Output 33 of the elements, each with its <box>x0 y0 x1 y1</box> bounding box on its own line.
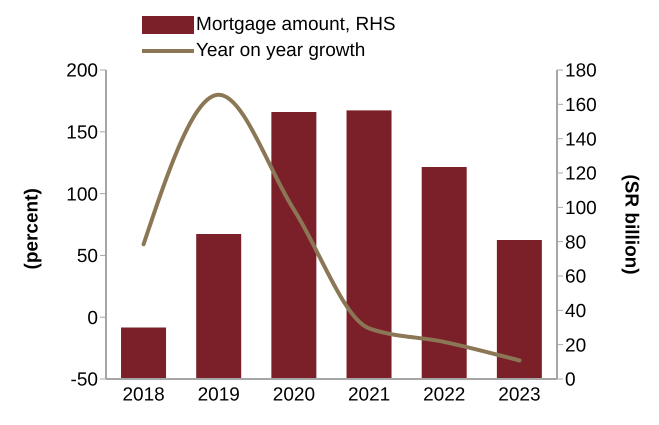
y2-tick-label: 60 <box>565 266 586 288</box>
y-tick-label: 150 <box>66 122 98 144</box>
bar <box>196 234 242 379</box>
x-tick-label: 2023 <box>498 384 541 406</box>
bar <box>496 240 542 379</box>
y2-tick-label: 100 <box>565 198 597 220</box>
y2-tick-label: 180 <box>565 60 597 82</box>
x-tick-label: 2021 <box>348 384 390 406</box>
y2-tick-label: 0 <box>565 370 576 391</box>
y2-tick-label: 80 <box>565 232 586 254</box>
x-tick-label: 2018 <box>122 384 165 406</box>
x-tick-label: 2020 <box>272 384 316 406</box>
bar <box>346 110 392 379</box>
bar <box>271 112 316 379</box>
y2-axis-title: (SR billion) <box>620 174 642 275</box>
y-tick-label: 50 <box>76 246 98 268</box>
bar <box>121 328 166 379</box>
y2-tick-label: 20 <box>565 335 586 356</box>
x-tick-label: 2019 <box>198 384 240 406</box>
y2-tick-label: 160 <box>565 95 597 116</box>
y-tick-label: 0 <box>87 308 98 329</box>
y2-tick-label: 140 <box>565 129 597 150</box>
y-axis-title: (percent) <box>22 188 43 270</box>
bar <box>422 166 467 379</box>
y-tick-label: -50 <box>70 370 98 391</box>
x-tick-label: 2022 <box>423 384 466 406</box>
y2-tick-label: 120 <box>565 164 597 185</box>
y-tick-label: 200 <box>66 60 98 82</box>
y2-tick-label: 40 <box>565 301 586 322</box>
legend-label: Mortgage amount, RHS <box>196 13 396 37</box>
legend-label: Year on year growth <box>196 39 366 63</box>
y-tick-label: 100 <box>66 184 98 206</box>
line-series <box>142 92 522 362</box>
